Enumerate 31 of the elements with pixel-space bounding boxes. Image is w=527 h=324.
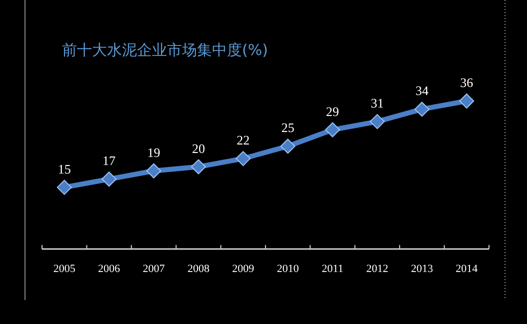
x-tick-label: 2005 [53, 263, 76, 275]
data-label: 29 [326, 104, 340, 119]
data-label: 15 [58, 161, 71, 176]
data-label: 25 [281, 120, 294, 136]
point [370, 114, 385, 130]
x-tick-label: 2008 [187, 263, 210, 275]
x-tick-label: 2007 [142, 263, 166, 275]
x-tick-label: 2014 [456, 263, 478, 275]
point [280, 138, 296, 154]
point [459, 94, 474, 108]
x-tick-label: 2010 [276, 263, 300, 275]
point [236, 151, 251, 166]
point [102, 172, 117, 187]
x-tick-label: 2006 [98, 263, 121, 275]
data-label: 34 [415, 83, 429, 98]
point [146, 163, 162, 178]
chart-title: 前十大水泥企业市场集中度(%) [62, 41, 268, 59]
x-tick-label: 2011 [322, 263, 344, 275]
x-tick-label: 2012 [366, 263, 388, 275]
point [190, 159, 206, 174]
point [414, 102, 430, 117]
data-label: 20 [192, 140, 205, 156]
point [56, 180, 72, 195]
x-tick-label: 2013 [410, 263, 434, 275]
data-label: 17 [102, 153, 116, 168]
x-tick-label: 2009 [232, 263, 255, 275]
data-label: 19 [147, 144, 160, 160]
data-label: 31 [370, 96, 384, 111]
point [325, 122, 340, 138]
data-label: 36 [460, 75, 474, 90]
data-label: 22 [236, 132, 250, 148]
